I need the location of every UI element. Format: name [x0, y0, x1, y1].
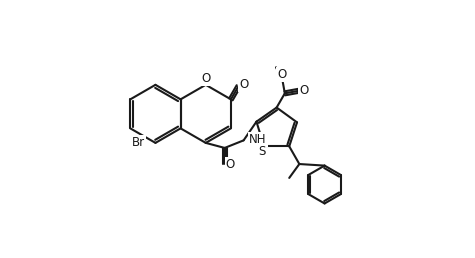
Text: S: S [258, 146, 265, 158]
Text: O: O [239, 78, 248, 91]
Text: O: O [277, 68, 286, 82]
Text: Br: Br [132, 136, 145, 149]
Text: O: O [299, 84, 308, 97]
Text: O: O [201, 72, 210, 85]
Text: NH: NH [249, 133, 266, 146]
Text: O: O [226, 158, 235, 171]
